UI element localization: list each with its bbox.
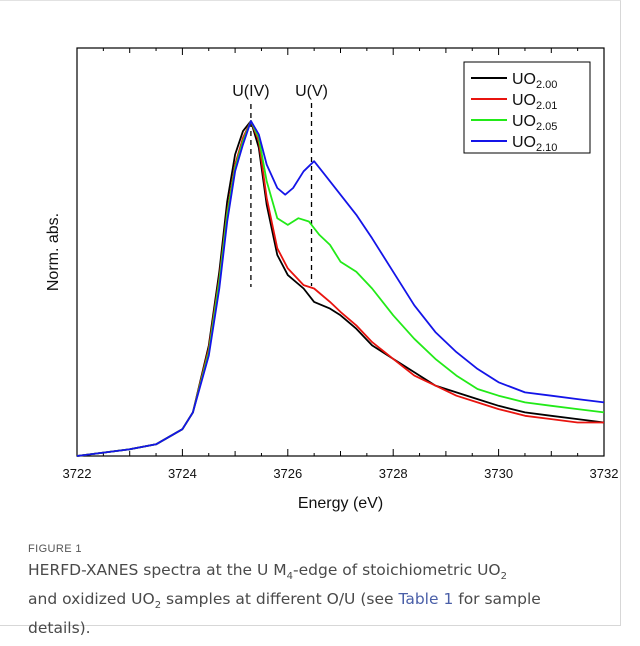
caption-text-5: for sample details). — [28, 590, 541, 638]
annotation-label: U(IV) — [232, 83, 269, 100]
caption-sub-1: 4 — [286, 571, 294, 583]
x-axis-label: Energy (eV) — [298, 495, 383, 512]
caption-text-4: samples at different O/U (see — [161, 590, 399, 609]
caption-sub-2: 2 — [500, 571, 507, 583]
table-link[interactable]: Table 1 — [398, 590, 454, 609]
series-line-2-01 — [76, 120, 604, 457]
figure-caption: FIGURE 1 HERFD-XANES spectra at the U M4… — [28, 543, 608, 639]
figure-frame — [0, 0, 621, 626]
series-line-2-10 — [76, 120, 605, 457]
x-tick-label: 3728 — [379, 466, 408, 481]
x-tick-label: 3722 — [63, 466, 92, 481]
figure-label: FIGURE 1 — [28, 543, 82, 555]
y-axis-label: Norm. abs. — [45, 213, 62, 291]
caption-sub-3: 2 — [154, 600, 162, 612]
annotation-label: U(V) — [295, 83, 328, 100]
caption-text-1: HERFD-XANES spectra at the U M — [28, 561, 287, 579]
x-tick-label: 3732 — [590, 466, 619, 481]
x-tick-label: 3730 — [484, 466, 513, 481]
x-tick-label: 3724 — [168, 466, 197, 481]
xanes-chart: 3722 3724 3726 3728 3730 3732 Energy (eV) Norm.… — [45, 47, 619, 512]
x-tick-label: 3726 — [273, 466, 302, 481]
caption-text-2: -edge of stoichiometric UO — [293, 561, 501, 579]
series-line-2-05 — [76, 120, 605, 457]
series-line-2-00 — [76, 120, 605, 457]
caption-text-3: and oxidized UO — [28, 590, 155, 609]
figure-caption-text: HERFD-XANES spectra at the U M4-edge of … — [28, 559, 608, 639]
